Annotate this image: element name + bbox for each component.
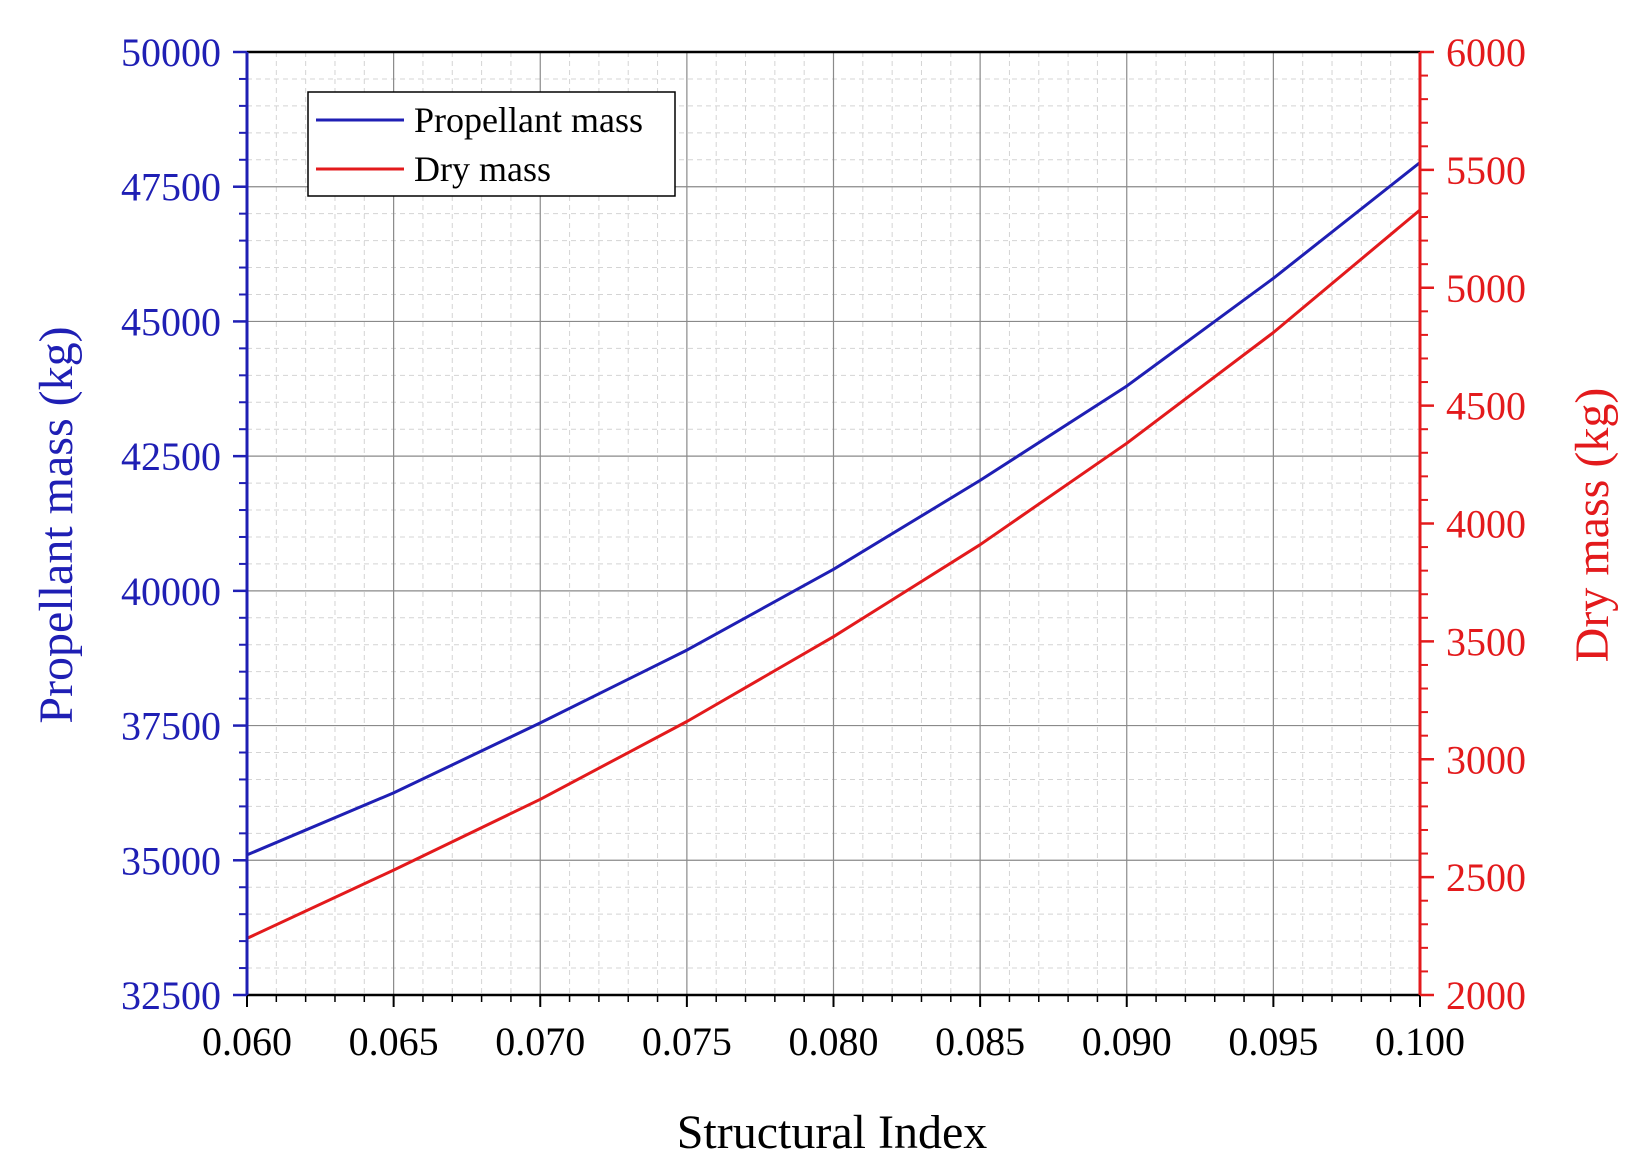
x-axis-title: Structural Index: [677, 1106, 988, 1159]
right-y-tick-label: 4500: [1446, 384, 1526, 429]
x-tick-label: 0.095: [1228, 1019, 1318, 1064]
left-y-tick-label: 37500: [121, 704, 221, 749]
x-tick-label: 0.075: [642, 1019, 732, 1064]
left-y-tick-label: 50000: [121, 30, 221, 75]
right-y-tick-label: 5000: [1446, 266, 1526, 311]
right-y-axis-title: Dry mass (kg): [1566, 388, 1619, 663]
x-tick-label: 0.085: [935, 1019, 1025, 1064]
legend: Propellant mass Dry mass: [307, 91, 676, 197]
legend-box: [307, 91, 676, 197]
legend-label-propellant-mass: Propellant mass: [414, 100, 643, 140]
left-y-tick-label: 45000: [121, 299, 221, 344]
series-lines: [246, 161, 1421, 940]
right-y-tick-label: 4000: [1446, 502, 1526, 547]
x-tick-label: 0.065: [349, 1019, 439, 1064]
left-y-tick-label: 40000: [121, 569, 221, 614]
x-tick-label: 0.060: [202, 1019, 292, 1064]
legend-label-dry-mass: Dry mass: [414, 149, 551, 189]
left-y-axis-title: Propellant mass (kg): [30, 326, 83, 723]
right-y-tick-label: 2500: [1446, 855, 1526, 900]
series-line-dry-mass: [246, 208, 1421, 940]
left-y-tick-label: 47500: [121, 165, 221, 210]
left-y-tick-label: 42500: [121, 434, 221, 479]
x-tick-label: 0.070: [495, 1019, 585, 1064]
axes: [233, 50, 1434, 1007]
right-y-tick-label: 3500: [1446, 619, 1526, 664]
right-y-tick-label: 2000: [1446, 973, 1526, 1018]
series-line-propellant-mass: [246, 161, 1421, 857]
right-y-tick-label: 6000: [1446, 30, 1526, 75]
x-tick-label: 0.100: [1375, 1019, 1465, 1064]
left-y-tick-label: 35000: [121, 838, 221, 883]
x-tick-label: 0.080: [789, 1019, 879, 1064]
right-y-tick-label: 3000: [1446, 737, 1526, 782]
left-y-tick-label: 32500: [121, 973, 221, 1018]
x-tick-label: 0.090: [1082, 1019, 1172, 1064]
tick-labels: 0.060 0.065 0.070 0.075 0.080 0.085 0.090 0.095…: [121, 30, 1526, 1064]
right-y-tick-label: 5500: [1446, 148, 1526, 193]
